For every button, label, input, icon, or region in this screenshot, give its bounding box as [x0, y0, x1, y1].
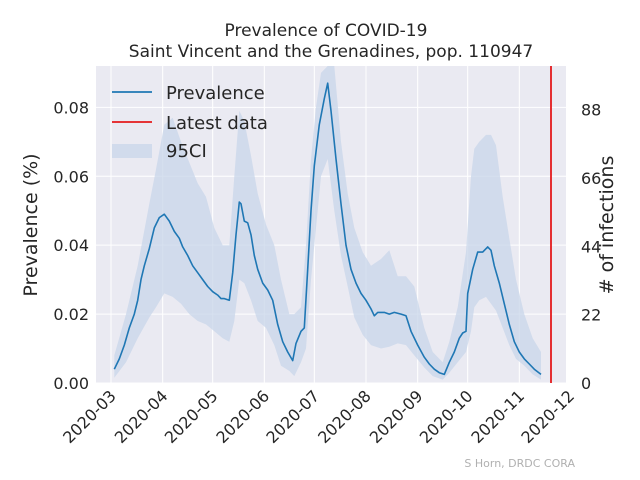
chart-title: Prevalence of COVID-19 — [225, 21, 428, 41]
y2-axis: 0 22 44 66 88 — [581, 101, 601, 393]
legend-ci-label: 95CI — [166, 141, 207, 162]
x-tick-label: 2020-04 — [111, 386, 172, 447]
x-axis: 2020-032020-042020-052020-062020-072020-… — [59, 386, 578, 447]
x-tick-label: 2020-10 — [416, 386, 477, 447]
legend-ci-swatch — [112, 144, 152, 158]
x-tick-label: 2020-11 — [467, 386, 528, 447]
y-axis: 0.00 0.02 0.04 0.06 0.08 — [53, 98, 89, 393]
y-tick-label: 0.06 — [53, 167, 89, 186]
y2-tick-label: 44 — [581, 237, 601, 256]
legend: Prevalence Latest data 95CI — [112, 83, 268, 162]
y2-axis-label: # of infections — [596, 156, 618, 295]
credit: S Horn, DRDC CORA — [464, 457, 575, 470]
y2-tick-label: 66 — [581, 169, 601, 188]
legend-prevalence-label: Prevalence — [166, 83, 265, 104]
prevalence-line — [113, 82, 542, 376]
y2-tick-label: 0 — [581, 374, 591, 393]
x-tick-label: 2020-12 — [517, 386, 578, 447]
x-tick-label: 2020-05 — [161, 386, 222, 447]
legend-latest-label: Latest data — [166, 113, 268, 134]
x-tick-label: 2020-09 — [366, 386, 427, 447]
x-tick-label: 2020-06 — [212, 386, 273, 447]
y2-tick-label: 22 — [581, 306, 601, 325]
y2-tick-label: 88 — [581, 101, 601, 120]
y-tick-label: 0.02 — [53, 305, 89, 324]
chart-subtitle: Saint Vincent and the Grenadines, pop. 1… — [129, 42, 533, 62]
y-tick-label: 0.00 — [53, 374, 89, 393]
x-tick-label: 2020-08 — [314, 386, 375, 447]
x-tick-label: 2020-07 — [262, 386, 323, 447]
y-axis-label: Prevalence (%) — [20, 153, 42, 296]
x-tick-label: 2020-03 — [59, 386, 120, 447]
y-tick-label: 0.04 — [53, 236, 89, 255]
y-tick-label: 0.08 — [53, 98, 89, 117]
ci-band — [114, 66, 542, 380]
